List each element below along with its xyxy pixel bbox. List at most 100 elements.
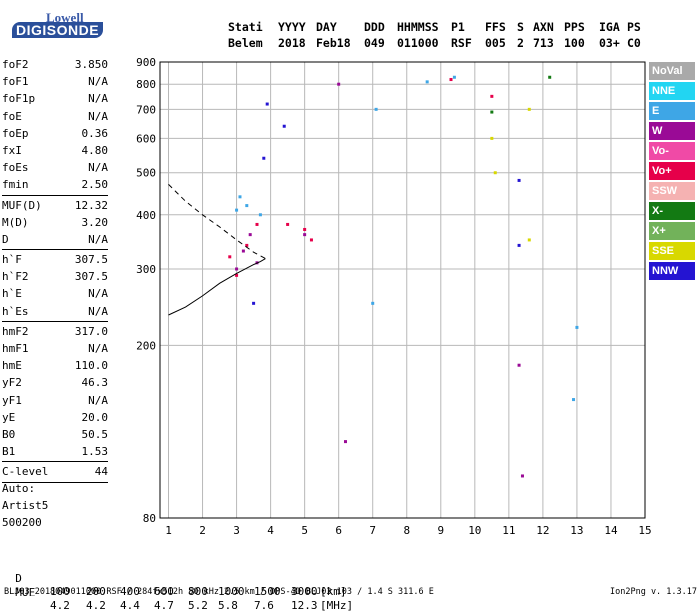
legend-item: E bbox=[649, 102, 695, 120]
hdr-value-s: 2 bbox=[517, 36, 524, 50]
data-point bbox=[228, 255, 232, 259]
data-point bbox=[241, 249, 245, 253]
data-point bbox=[490, 94, 494, 98]
data-point bbox=[452, 75, 456, 79]
x-tick-label: 13 bbox=[570, 524, 583, 537]
y-tick-label: 900 bbox=[136, 56, 156, 69]
parameter-table: foF2 3.850 foF1 N/A foF1p N/A foE N/A foEp 0.… bbox=[2, 56, 108, 484]
param-value: 317.0 bbox=[74, 324, 108, 338]
x-tick-label: 15 bbox=[638, 524, 651, 537]
hdr-value-yyyy: 2018 bbox=[278, 36, 306, 50]
param-row: h`F2 307.5 bbox=[2, 268, 108, 285]
hdr-label-ps: PS bbox=[627, 20, 641, 34]
legend-item: NoVal bbox=[649, 62, 695, 80]
data-point bbox=[337, 82, 341, 86]
muf-value: 4.4 bbox=[120, 599, 140, 612]
digisonde-logo: Lowell DIGISONDE bbox=[6, 10, 124, 40]
data-point bbox=[235, 267, 239, 271]
param-divider bbox=[2, 320, 108, 322]
x-tick-label: 7 bbox=[369, 524, 376, 537]
y-tick-label: 600 bbox=[136, 132, 156, 145]
param-value: 307.5 bbox=[74, 270, 108, 284]
distance-unit: [km] bbox=[320, 585, 347, 598]
param-divider bbox=[2, 249, 108, 251]
auto-artist: Artist5 bbox=[2, 499, 49, 512]
param-divider bbox=[2, 461, 108, 463]
distance-value: 400 bbox=[120, 585, 140, 598]
distance-value: 800 bbox=[188, 585, 208, 598]
muf-unit: [MHz] bbox=[320, 599, 354, 612]
data-point bbox=[449, 78, 453, 82]
logo-digisonde-text: DIGISONDE bbox=[12, 22, 104, 38]
data-point bbox=[235, 273, 239, 277]
x-tick-label: 6 bbox=[335, 524, 342, 537]
hdr-value-p1: RSF bbox=[451, 36, 472, 50]
param-row: foEs N/A bbox=[2, 159, 108, 176]
param-value: N/A bbox=[88, 304, 108, 318]
data-point bbox=[248, 233, 252, 237]
polarization-legend: NoVal NNE E W Vo- Vo+ SSW X- X+ SSE NNW bbox=[649, 62, 695, 282]
param-name: hmF1 bbox=[2, 342, 29, 355]
param-divider bbox=[2, 481, 108, 483]
data-point bbox=[548, 75, 552, 79]
param-row: foEp 0.36 bbox=[2, 125, 108, 142]
data-point bbox=[517, 178, 521, 182]
muf-value: 7.6 bbox=[254, 599, 274, 612]
legend-item: X+ bbox=[649, 222, 695, 240]
param-row: MUF(D) 12.32 bbox=[2, 197, 108, 214]
param-value: N/A bbox=[88, 161, 108, 175]
param-value: 4.80 bbox=[81, 143, 109, 157]
legend-item: W bbox=[649, 122, 695, 140]
footer-file-info: BLJ03_2018049011000.RSF / 284fx512h 50 k… bbox=[4, 587, 434, 597]
hdr-label-station: Stati bbox=[228, 20, 263, 34]
distance-value: 1000 bbox=[218, 585, 245, 598]
x-tick-label: 14 bbox=[604, 524, 618, 537]
param-row: foE N/A bbox=[2, 108, 108, 125]
param-value: N/A bbox=[88, 342, 108, 355]
y-tick-labels: 80 200 300 400 500 600 700 800 900 bbox=[136, 56, 156, 525]
param-row: D N/A bbox=[2, 231, 108, 248]
x-tick-label: 11 bbox=[502, 524, 515, 537]
data-point bbox=[235, 208, 239, 212]
param-value: N/A bbox=[88, 232, 108, 246]
hdr-value-station: Belem bbox=[228, 36, 263, 50]
data-point bbox=[374, 107, 378, 111]
data-point bbox=[303, 233, 307, 237]
legend-item: X- bbox=[649, 202, 695, 220]
plot-frame bbox=[159, 61, 646, 519]
param-name: yF2 bbox=[2, 376, 22, 390]
param-name: h`E bbox=[2, 287, 22, 301]
footer-version: Ion2Png v. 1.3.17 bbox=[610, 587, 697, 597]
param-name: foF1 bbox=[2, 75, 29, 89]
legend-item: NNW bbox=[649, 262, 695, 280]
data-point bbox=[343, 440, 347, 444]
param-row: B1 1.53 bbox=[2, 443, 108, 460]
muf-row-label: MUF bbox=[15, 586, 36, 599]
param-row: h`F 307.5 bbox=[2, 251, 108, 268]
param-value: 3.850 bbox=[74, 58, 108, 71]
data-point bbox=[245, 204, 249, 208]
hdr-label-iga: IGA bbox=[599, 20, 620, 34]
x-tick-label: 12 bbox=[536, 524, 549, 537]
param-row: yF1 N/A bbox=[2, 392, 108, 409]
legend-item: Vo+ bbox=[649, 162, 695, 180]
hdr-label-day: DAY bbox=[316, 20, 337, 34]
hdr-value-day: Feb18 bbox=[316, 36, 351, 50]
hdr-label-s: S bbox=[517, 20, 524, 34]
data-point bbox=[575, 325, 579, 329]
param-name: fmin bbox=[2, 178, 29, 192]
param-row: M(D) 3.20 bbox=[2, 214, 108, 231]
hdr-label-ffs: FFS bbox=[485, 20, 506, 34]
param-name: foEs bbox=[2, 161, 29, 175]
param-value: N/A bbox=[88, 287, 108, 301]
distance-value: 600 bbox=[154, 585, 174, 598]
param-row: fmin 2.50 bbox=[2, 176, 108, 193]
x-tick-labels: 1 2 3 4 5 6 7 8 9 10 11 12 13 14 15 bbox=[165, 524, 651, 537]
param-name: B0 bbox=[2, 427, 16, 441]
param-row: hmF1 N/A bbox=[2, 340, 108, 357]
param-row: hmE 110.0 bbox=[2, 357, 108, 374]
param-value: N/A bbox=[88, 92, 108, 106]
profile-curves bbox=[168, 184, 266, 316]
data-point bbox=[252, 301, 256, 305]
y-tick-label: 80 bbox=[143, 512, 156, 525]
